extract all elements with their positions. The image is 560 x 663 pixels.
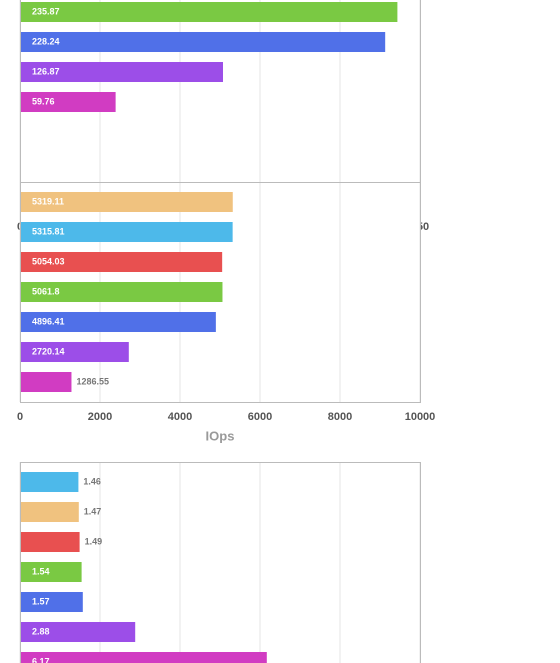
bar [20, 92, 116, 112]
x-tick-label: 2000 [88, 411, 112, 423]
bar [20, 372, 72, 392]
value-label: 235.87 [32, 6, 60, 16]
value-label: 5315.81 [32, 226, 65, 236]
value-label: 2720.14 [32, 346, 65, 356]
value-label: 5054.03 [32, 256, 65, 266]
value-label: 6.17 [32, 656, 50, 663]
value-label: 1.49 [85, 536, 103, 546]
value-label: 1286.55 [76, 376, 109, 386]
value-label: 4896.41 [32, 316, 65, 326]
bar [20, 32, 386, 52]
bar [20, 562, 82, 582]
value-label: 1.57 [32, 596, 50, 606]
plot-border [20, 182, 421, 403]
bar [20, 2, 398, 22]
value-label: 2.88 [32, 626, 50, 636]
bar [20, 192, 233, 212]
value-label: 228.24 [32, 36, 60, 46]
bar [20, 622, 136, 642]
x-tick-label: 0 [17, 411, 23, 423]
value-label: 59.76 [32, 96, 55, 106]
bar [20, 222, 233, 242]
x-tick-label: 4000 [168, 411, 192, 423]
x-tick-label: 10000 [405, 411, 436, 423]
value-label: 5319.11 [32, 196, 64, 206]
bar [20, 252, 223, 272]
bar [20, 312, 216, 332]
x-tick-label: 8000 [328, 411, 352, 423]
value-label: 1.54 [32, 566, 50, 576]
bar [20, 502, 79, 522]
value-label: 5061.8 [32, 286, 60, 296]
bar [20, 342, 129, 362]
bar [20, 282, 223, 302]
x-axis-label: IOps [206, 428, 235, 443]
plot-border [20, 462, 421, 663]
bar [20, 472, 79, 492]
bar [20, 652, 267, 663]
bar [20, 532, 80, 552]
value-label: 126.87 [32, 66, 60, 76]
value-label: 1.46 [83, 476, 101, 486]
value-label: 1.47 [84, 506, 102, 516]
x-tick-label: 6000 [248, 411, 272, 423]
bar [20, 592, 83, 612]
bar [20, 62, 223, 82]
